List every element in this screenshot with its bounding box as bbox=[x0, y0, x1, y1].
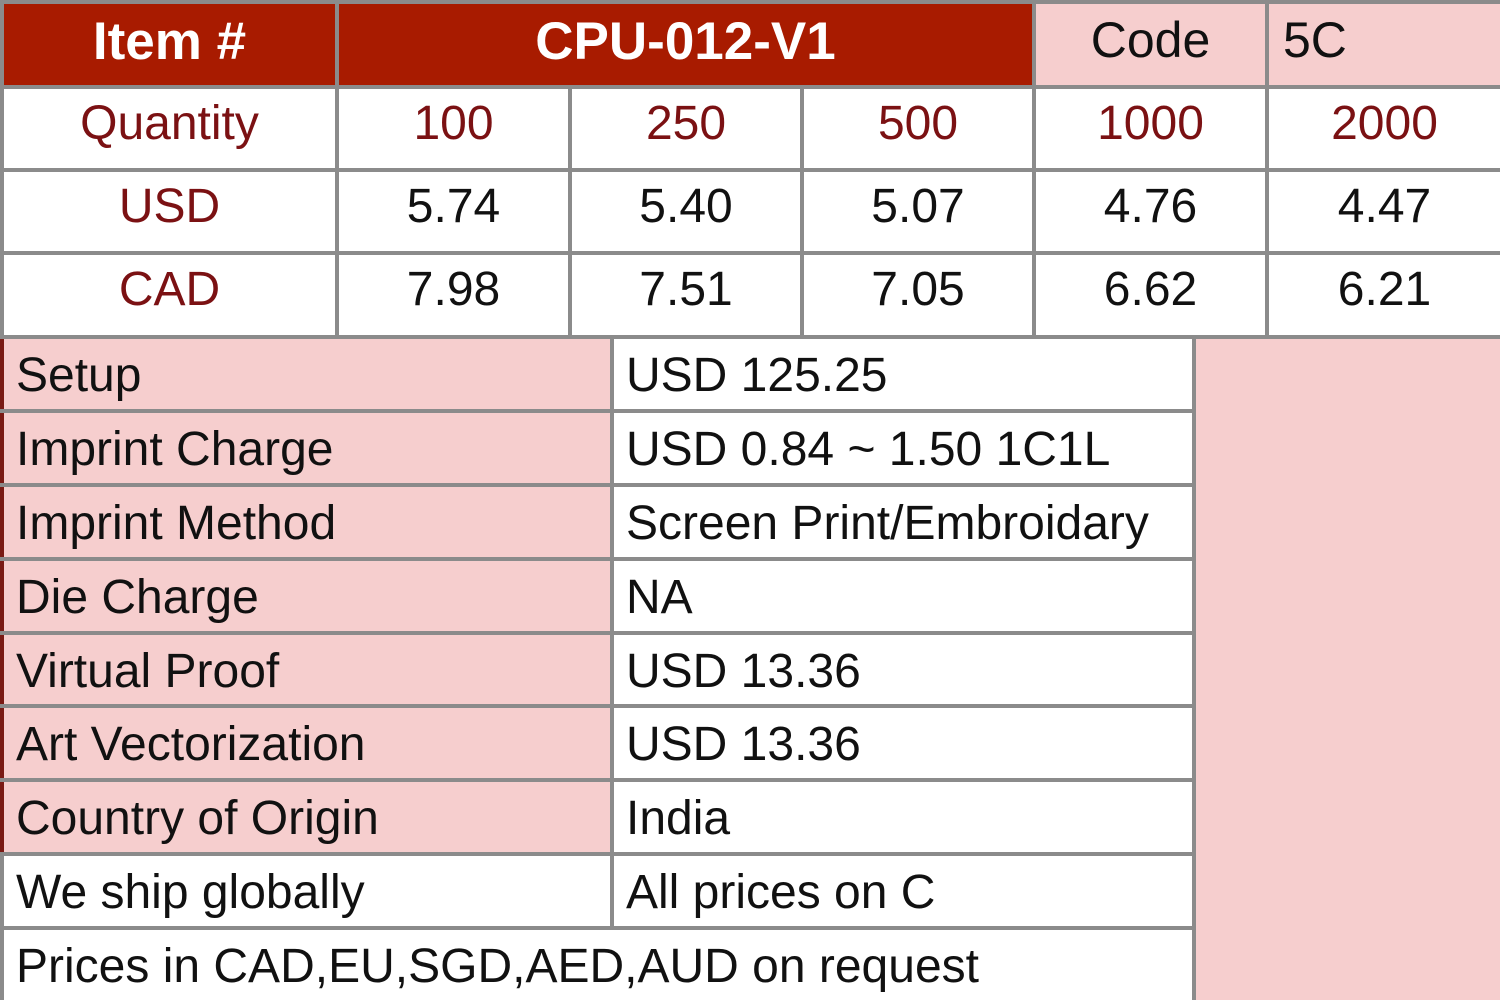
cad-price-row: CAD 7.98 7.51 7.05 6.62 6.21 bbox=[0, 251, 1500, 339]
detail-label: Imprint Charge bbox=[0, 408, 614, 487]
footer-note: Prices in CAD,EU,SGD,AED,AUD on request bbox=[0, 926, 1196, 1000]
usd-price-row: USD 5.74 5.40 5.07 4.76 4.47 bbox=[0, 168, 1500, 255]
price-cell: 4.76 bbox=[1032, 168, 1269, 255]
shipping-value: All prices on C bbox=[610, 852, 1196, 930]
quantity-cell: 100 bbox=[335, 85, 572, 172]
footer-row: Prices in CAD,EU,SGD,AED,AUD on request bbox=[0, 926, 1500, 1000]
detail-row-imprint-charge: Imprint Charge USD 0.84 ~ 1.50 1C1L bbox=[0, 408, 1500, 487]
header-row: Item # CPU-012-V1 Code 5C bbox=[0, 0, 1500, 89]
code-value: 5C bbox=[1265, 0, 1500, 89]
detail-value: USD 125.25 bbox=[610, 335, 1196, 413]
pink-spacer-block bbox=[1192, 335, 1500, 1000]
detail-row-country-of-origin: Country of Origin India bbox=[0, 778, 1500, 857]
detail-label: Virtual Proof bbox=[0, 630, 614, 709]
detail-label: Imprint Method bbox=[0, 482, 614, 561]
price-cell: 7.98 bbox=[335, 251, 572, 339]
price-cell: 6.21 bbox=[1265, 251, 1500, 339]
item-number-value: CPU-012-V1 bbox=[335, 0, 1036, 89]
detail-row-art-vectorization: Art Vectorization USD 13.36 bbox=[0, 704, 1500, 783]
detail-table: Setup USD 125.25 Imprint Charge USD 0.84… bbox=[0, 335, 1500, 1000]
detail-row-die-charge: Die Charge NA bbox=[0, 556, 1500, 635]
price-cell: 4.47 bbox=[1265, 168, 1500, 255]
detail-row-virtual-proof: Virtual Proof USD 13.36 bbox=[0, 630, 1500, 709]
detail-label: Country of Origin bbox=[0, 778, 614, 857]
detail-value: USD 13.36 bbox=[610, 630, 1196, 709]
quantity-cell: 1000 bbox=[1032, 85, 1269, 172]
price-cell: 6.62 bbox=[1032, 251, 1269, 339]
shipping-row: We ship globally All prices on C bbox=[0, 852, 1500, 930]
price-table: Item # CPU-012-V1 Code 5C Quantity 100 2… bbox=[0, 0, 1500, 339]
price-cell: 5.40 bbox=[568, 168, 804, 255]
detail-label: Art Vectorization bbox=[0, 704, 614, 783]
shipping-label: We ship globally bbox=[0, 852, 614, 930]
code-header: Code bbox=[1032, 0, 1269, 89]
detail-value: India bbox=[610, 778, 1196, 857]
quantity-cell: 250 bbox=[568, 85, 804, 172]
detail-value: NA bbox=[610, 556, 1196, 635]
detail-value: USD 0.84 ~ 1.50 1C1L bbox=[610, 408, 1196, 487]
quantity-cell: 2000 bbox=[1265, 85, 1500, 172]
detail-row-setup: Setup USD 125.25 bbox=[0, 335, 1500, 1000]
detail-label: Setup bbox=[0, 335, 614, 413]
detail-row-imprint-method: Imprint Method Screen Print/Embroidary bbox=[0, 482, 1500, 561]
price-cell: 5.74 bbox=[335, 168, 572, 255]
price-cell: 7.51 bbox=[568, 251, 804, 339]
detail-label: Die Charge bbox=[0, 556, 614, 635]
detail-value: USD 13.36 bbox=[610, 704, 1196, 783]
quantity-label: Quantity bbox=[0, 85, 339, 172]
price-cell: 7.05 bbox=[800, 251, 1036, 339]
price-cell: 5.07 bbox=[800, 168, 1036, 255]
quantity-row: Quantity 100 250 500 1000 2000 bbox=[0, 85, 1500, 172]
currency-label-cad: CAD bbox=[0, 251, 339, 339]
quantity-cell: 500 bbox=[800, 85, 1036, 172]
detail-value: Screen Print/Embroidary bbox=[610, 482, 1196, 561]
currency-label-usd: USD bbox=[0, 168, 339, 255]
item-number-header: Item # bbox=[0, 0, 339, 89]
